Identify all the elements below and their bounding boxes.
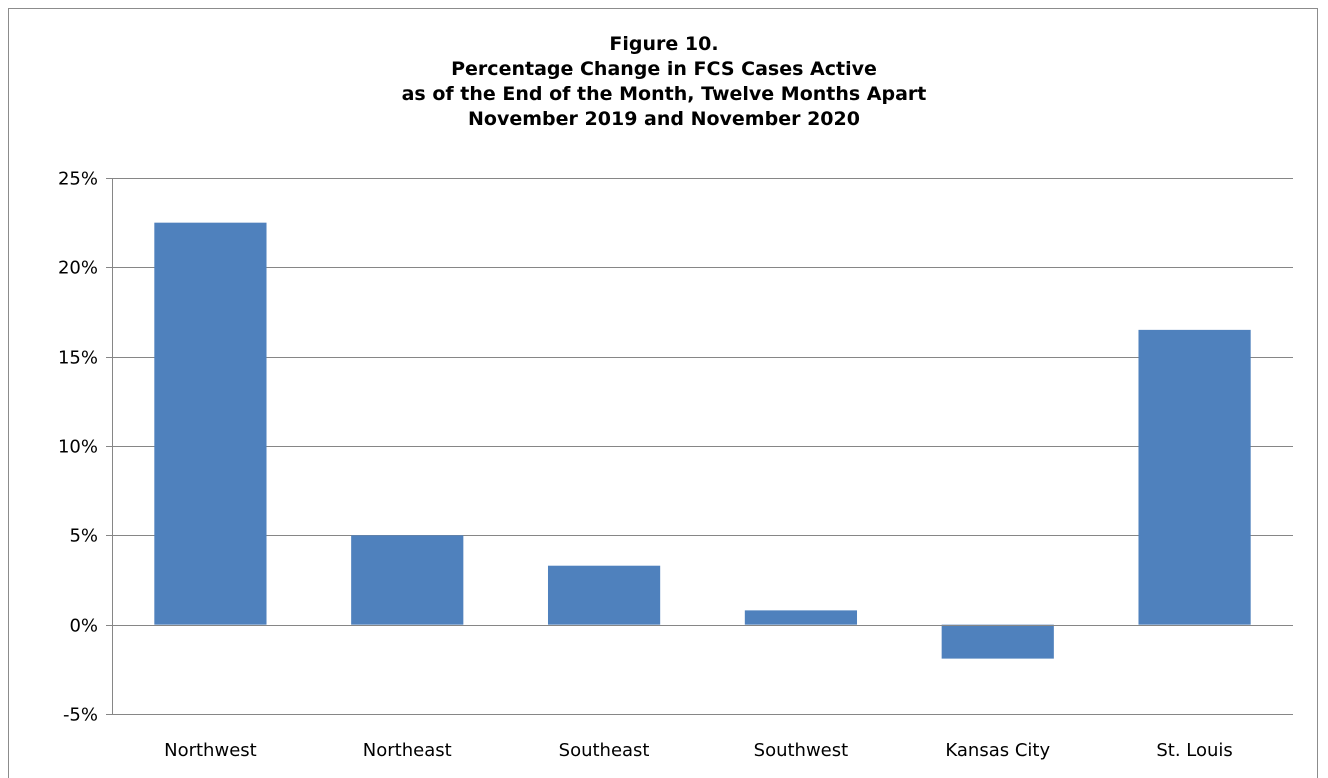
y-axis-tick-labels: 25% 20% 15% 10% 5% 0% -5% bbox=[58, 169, 98, 726]
chart-title: Figure 10. Percentage Change in FCS Case… bbox=[9, 32, 1319, 132]
bar-kansas-city bbox=[941, 624, 1054, 659]
bar-northwest bbox=[154, 222, 267, 625]
y-tick-label: 5% bbox=[69, 526, 98, 547]
x-tick-label: Kansas City bbox=[945, 740, 1050, 761]
y-tick-label: 0% bbox=[69, 616, 98, 637]
gridlines bbox=[106, 178, 1293, 715]
bar-northeast bbox=[351, 535, 464, 625]
bar-southeast bbox=[547, 565, 661, 625]
x-tick-label: Southwest bbox=[754, 740, 849, 761]
bar-southwest bbox=[744, 610, 858, 625]
title-line-3: as of the End of the Month, Twelve Month… bbox=[401, 83, 927, 105]
bars bbox=[154, 222, 1251, 659]
y-tick-label: -5% bbox=[63, 705, 98, 726]
y-tick-label: 20% bbox=[58, 258, 98, 279]
x-tick-label: St. Louis bbox=[1156, 740, 1232, 761]
y-tick-label: 10% bbox=[58, 437, 98, 458]
y-tick-label: 15% bbox=[58, 348, 98, 369]
bar-st-louis bbox=[1138, 329, 1251, 625]
axes bbox=[112, 178, 1293, 714]
title-line-1: Figure 10. bbox=[609, 33, 719, 55]
x-tick-label: Northeast bbox=[363, 740, 452, 761]
title-line-4: November 2019 and November 2020 bbox=[468, 108, 860, 130]
y-tick-label: 25% bbox=[58, 169, 98, 190]
x-axis-tick-labels: Northwest Northeast Southeast Southwest Kans… bbox=[164, 740, 1233, 761]
x-tick-label: Southeast bbox=[559, 740, 650, 761]
x-tick-label: Northwest bbox=[164, 740, 257, 761]
title-line-2: Percentage Change in FCS Cases Active bbox=[451, 58, 877, 80]
